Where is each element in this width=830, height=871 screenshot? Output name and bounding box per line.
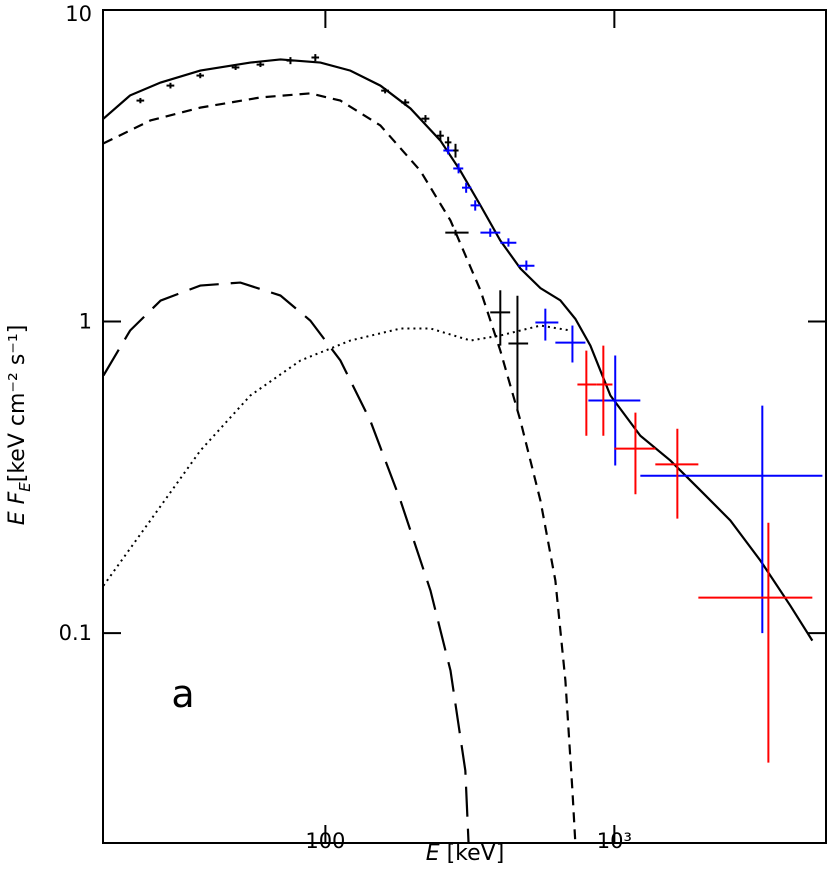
plot-area (103, 54, 823, 843)
model-curve (103, 92, 577, 843)
y-label-subscript: E (16, 482, 34, 492)
y-tick-label: 0.1 (59, 621, 92, 645)
model-curve (103, 281, 470, 843)
x-label-unit: [keV] (447, 841, 505, 866)
y-label-unit: [keV cm⁻² s⁻¹] (5, 325, 30, 483)
y-tick-label: 1 (79, 310, 92, 334)
x-axis-label: E [keV] (426, 841, 505, 866)
annotation: a (171, 672, 194, 716)
x-tick-label: 10³ (597, 829, 632, 853)
plot-frame (102, 9, 827, 844)
model-curve (103, 58, 814, 642)
y-label-symbol: E F (5, 491, 30, 525)
x-tick-label: 100 (305, 829, 345, 853)
y-tick-label: 10 (65, 2, 92, 26)
y-axis-label: E FE[keV cm⁻² s⁻¹] (5, 325, 34, 526)
x-label-symbol: E (426, 841, 440, 866)
model-curve (103, 324, 571, 587)
